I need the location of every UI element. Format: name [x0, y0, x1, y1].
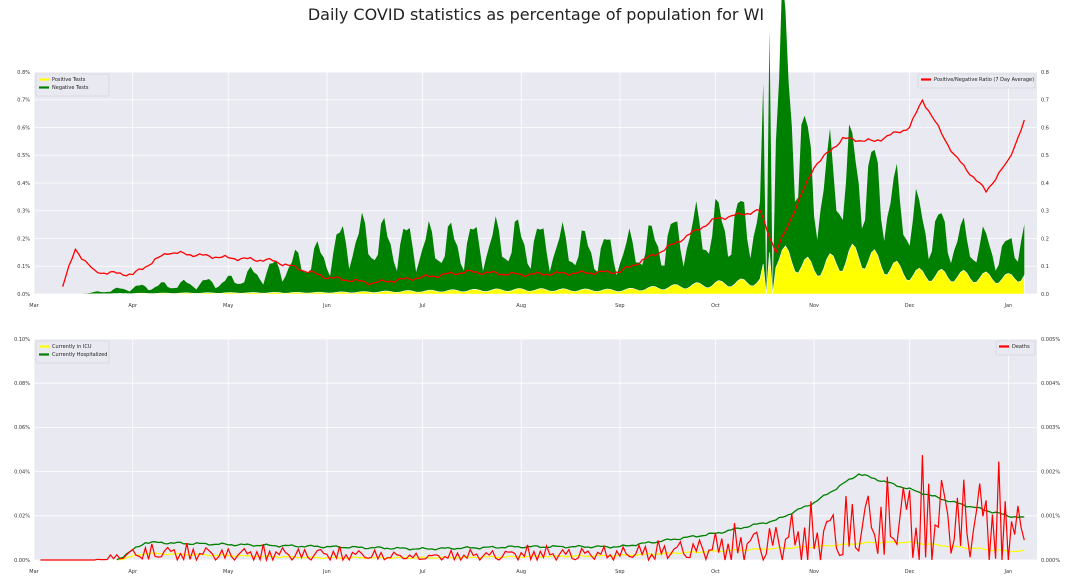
y2-tick-label: 0.1 [1041, 264, 1049, 270]
x-tick-label: Apr [128, 303, 138, 309]
y2-tick-label: 0.001% [1041, 514, 1060, 520]
x-tick-label: May [223, 303, 233, 309]
y2-tick-label: 0.4 [1041, 181, 1049, 187]
y-tick-label: 0.2% [17, 236, 30, 242]
x-tick-label: May [223, 569, 233, 575]
y-tick-label: 0.4% [17, 181, 30, 187]
series-ratio-line [62, 98, 1025, 287]
x-tick-label: Aug [516, 303, 526, 309]
x-tick-label: Apr [128, 569, 138, 575]
series-deaths-line [40, 455, 1025, 563]
y-tick-label: 0.1% [17, 264, 30, 270]
legend-label: Positive Tests [52, 77, 86, 83]
legend-box [995, 340, 1036, 356]
legend-box [917, 73, 1036, 89]
y-tick-label: 0.7% [17, 98, 30, 104]
chart-panel-2: 0.00% 0.02% 0.04% 0.06% 0.08% 0.10% 0.000% 0.00… [14, 337, 1060, 575]
x-tick-label: Jun [322, 569, 331, 575]
figure-title: Daily COVID statistics as percentage of … [307, 5, 765, 24]
y-tick-label: 0.10% [14, 337, 30, 343]
y2-tick-label: 0.003% [1041, 425, 1060, 431]
legend-box [35, 340, 110, 364]
x-tick-label: Jul [418, 569, 425, 575]
series-hospitalized-line [116, 473, 1025, 561]
y2-tick-label: 0.6 [1041, 125, 1049, 131]
y-tick-label: 0.02% [14, 514, 30, 520]
legend-right: Deaths [995, 340, 1036, 356]
x-tick-label: Sep [615, 569, 624, 575]
y-tick-label: 0.5% [17, 153, 30, 159]
legend-right: Positive/Negative Ratio (7 Day Average) [917, 73, 1036, 89]
y2-tick-label: 0.8 [1041, 70, 1049, 76]
y2-tick-label: 0.2 [1041, 236, 1049, 242]
plot-area [34, 339, 1037, 560]
y2-tick-label: 0.7 [1041, 98, 1049, 104]
y-tick-label: 0.8% [17, 70, 30, 76]
y-tick-label: 0.06% [14, 425, 30, 431]
x-tick-label: Mar [29, 569, 39, 575]
x-tick-label: Dec [905, 569, 915, 575]
y-tick-label: 0.04% [14, 469, 30, 475]
x-tick-label: Oct [711, 303, 720, 309]
legend-label: Currently in ICU [52, 344, 92, 350]
x-tick-label: Jun [322, 303, 331, 309]
x-tick-label: Aug [516, 569, 526, 575]
y-tick-label: 0.6% [17, 125, 30, 131]
x-tick-label: Jan [1003, 569, 1012, 575]
x-tick-label: Mar [29, 303, 39, 309]
y2-tick-label: 0.000% [1041, 558, 1060, 564]
y-tick-label: 0.00% [14, 558, 30, 564]
y-tick-label: 0.0% [17, 292, 30, 298]
x-tick-label: Jan [1003, 303, 1012, 309]
legend-box [35, 73, 110, 97]
y2-tick-label: 0.5 [1041, 153, 1049, 159]
x-tick-label: Nov [809, 569, 819, 575]
x-tick-label: Dec [905, 303, 915, 309]
y2-tick-label: 0.004% [1041, 381, 1060, 387]
x-tick-label: Oct [711, 569, 720, 575]
x-tick-label: Jul [418, 303, 425, 309]
y2-tick-label: 0.0 [1041, 292, 1049, 298]
y-tick-label: 0.3% [17, 209, 30, 215]
y2-tick-label: 0.005% [1041, 337, 1060, 343]
series-positive-tests-area [81, 243, 1025, 295]
legend-label: Negative Tests [52, 85, 89, 91]
series-negative-tests-area [81, 0, 1025, 294]
x-tick-label: Nov [809, 303, 819, 309]
legend-left: Currently in ICU Currently Hospitalized [35, 340, 110, 364]
legend-label: Currently Hospitalized [52, 352, 107, 358]
legend-left: Positive Tests Negative Tests [35, 73, 110, 97]
y2-tick-label: 0.002% [1041, 469, 1060, 475]
x-tick-label: Sep [615, 303, 624, 309]
legend-label: Positive/Negative Ratio (7 Day Average) [934, 77, 1034, 83]
legend-label: Deaths [1012, 344, 1030, 350]
y2-tick-label: 0.3 [1041, 209, 1049, 215]
chart-panel-1: 0.0% 0.1% 0.2% 0.3% 0.4% 0.5% 0.6% 0.7% 0.8% 0.0 0… [17, 0, 1049, 309]
y-tick-label: 0.08% [14, 381, 30, 387]
